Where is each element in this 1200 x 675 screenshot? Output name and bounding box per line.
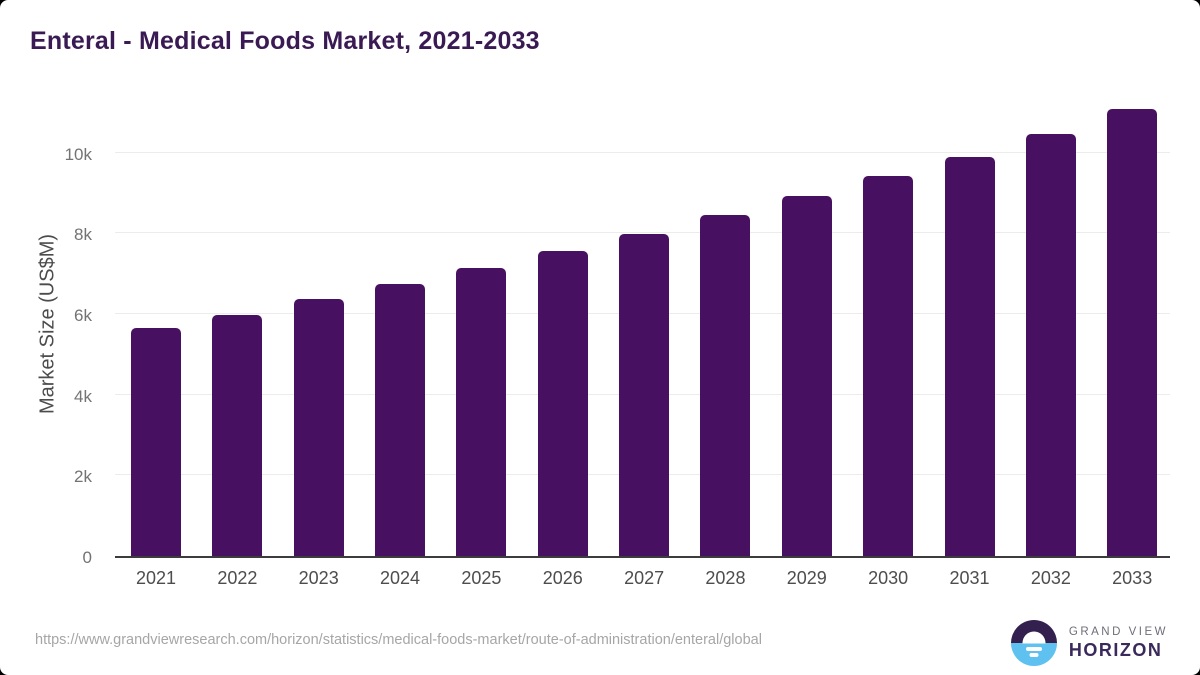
bar-2022[interactable] <box>212 314 263 556</box>
x-tick-label: 2031 <box>949 568 990 588</box>
y-tick-label: 6k <box>74 305 92 325</box>
chart-title: Enteral - Medical Foods Market, 2021-203… <box>30 27 540 55</box>
x-tick-label: 2026 <box>542 568 583 588</box>
y-axis-title: Market Size (US$M) <box>36 233 59 415</box>
brand-text: GRAND VIEW HORIZON <box>1069 626 1168 661</box>
logo-reflection-line <box>1025 647 1042 651</box>
footer: https://www.grandviewresearch.com/horizo… <box>0 611 1200 675</box>
bar-2032[interactable] <box>1025 133 1076 556</box>
x-tick-label: 2028 <box>705 568 746 588</box>
x-tick-label: 2027 <box>624 568 665 588</box>
x-tick-label: 2030 <box>868 568 909 588</box>
bar-2025[interactable] <box>456 267 507 556</box>
bar-2033[interactable] <box>1107 108 1158 556</box>
x-tick-label: 2025 <box>461 568 502 588</box>
source-url: https://www.grandviewresearch.com/horizo… <box>35 632 762 648</box>
logo-sun-dome <box>1022 631 1046 643</box>
x-tick-label: 2022 <box>217 568 258 588</box>
brand-logo: GRAND VIEW HORIZON <box>1010 620 1168 666</box>
y-tick-label: 0 <box>82 548 92 567</box>
gridline <box>115 151 1170 153</box>
bar-2021[interactable] <box>131 328 181 556</box>
bar-2031[interactable] <box>944 156 995 556</box>
x-tick-label: 2024 <box>380 568 421 588</box>
plot-area <box>115 108 1170 558</box>
bar-2029[interactable] <box>781 196 832 556</box>
bar-2023[interactable] <box>293 298 344 556</box>
bar-2028[interactable] <box>700 215 751 556</box>
y-tick-label: 2k <box>74 467 92 487</box>
y-tick-label: 4k <box>74 386 92 406</box>
logo-reflection-line <box>1029 653 1039 657</box>
x-tick-label: 2032 <box>1030 568 1071 588</box>
x-tick-label: 2029 <box>786 568 827 588</box>
bar-2026[interactable] <box>537 250 588 556</box>
brand-name-top: GRAND VIEW <box>1068 625 1168 638</box>
gridline <box>115 232 1170 234</box>
bar-2024[interactable] <box>375 284 426 556</box>
y-tick-label: 8k <box>74 225 92 245</box>
x-tick-label: 2023 <box>298 568 339 588</box>
horizon-sun-icon <box>1010 620 1057 666</box>
y-tick-label: 10k <box>64 144 92 164</box>
bar-2027[interactable] <box>619 233 670 556</box>
x-tick-label: 2021 <box>135 568 177 588</box>
brand-name-bottom: HORIZON <box>1068 639 1163 660</box>
x-tick-label: 2033 <box>1112 568 1153 588</box>
bar-2030[interactable] <box>863 176 914 556</box>
